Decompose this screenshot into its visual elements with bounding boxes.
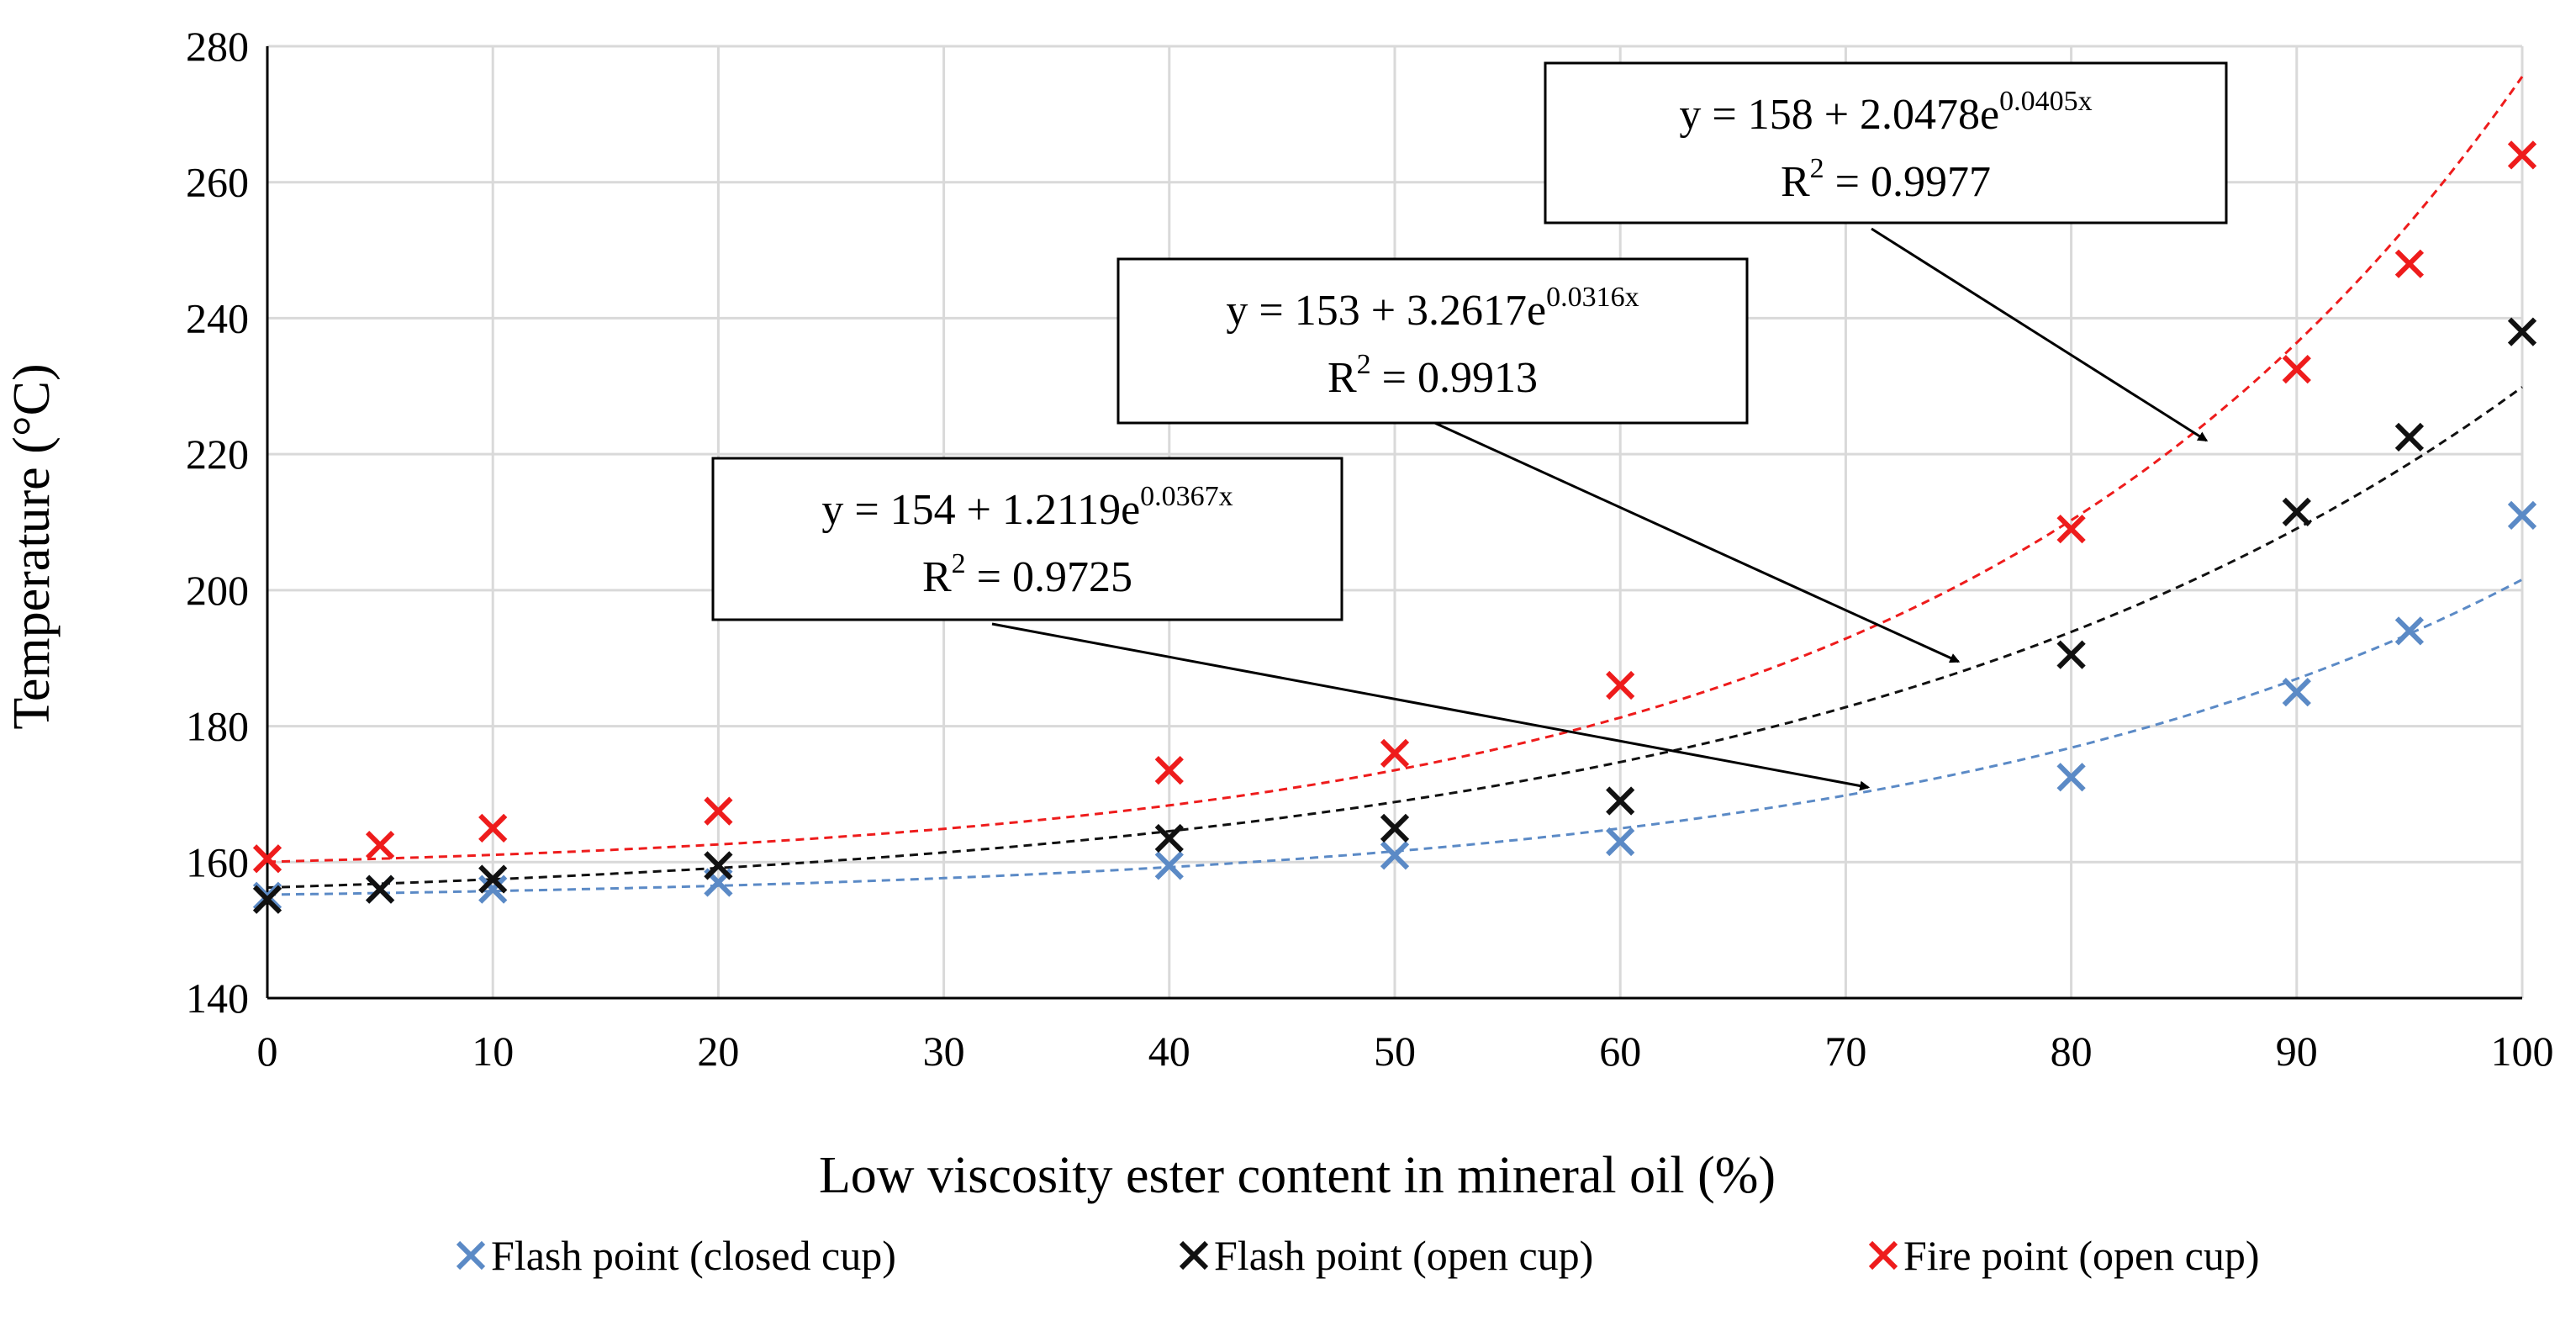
axes [266, 46, 2522, 1000]
x-tick-label: 10 [472, 1028, 514, 1075]
trend-equation: y = 158 + 2.0478e0.0405x [1679, 86, 2092, 139]
annotation-arrow [1428, 419, 1961, 663]
legend-item-2: Fire point (open cup) [1868, 1232, 2260, 1279]
data-point-series-0 [2394, 616, 2425, 646]
data-point-series-0 [1380, 841, 1410, 870]
y-tick-label: 220 [186, 431, 249, 478]
x-tick-label: 20 [697, 1028, 739, 1075]
trendlines [267, 76, 2524, 896]
data-point-series-0 [1154, 851, 1184, 880]
y-tick-label: 200 [186, 567, 249, 614]
data-point-series-0 [2507, 500, 2537, 531]
data-point-series-2 [2056, 514, 2086, 544]
data-point-series-2 [2394, 249, 2425, 278]
data-point-series-0 [2056, 763, 2086, 792]
data-point-series-2 [1154, 756, 1184, 785]
trendline-series-2 [267, 76, 2524, 864]
x-axis-title: Low viscosity ester content in mineral o… [819, 1147, 1776, 1204]
y-tick-label: 140 [186, 975, 249, 1022]
annotation-box-2: y = 154 + 1.2119e0.0367x R2 = 0.9725 [711, 457, 1871, 791]
annotation-frame [711, 457, 1343, 621]
annotation-box-0: y = 158 + 2.0478e0.0405x R2 = 0.9977 [1544, 61, 2228, 442]
annotation-arrow [1871, 227, 2209, 442]
data-point-series-1 [252, 885, 282, 914]
legend-item-0: Flash point (closed cup) [456, 1232, 896, 1279]
x-tick-label: 70 [1824, 1028, 1866, 1075]
data-point-series-1 [2394, 422, 2425, 452]
data-point-series-1 [1154, 823, 1184, 853]
data-point-series-1 [704, 851, 733, 880]
data-point-series-2 [1380, 738, 1410, 769]
data-point-series-2 [478, 813, 508, 843]
x-tick-label: 60 [1599, 1028, 1641, 1075]
data-point-series-1 [365, 875, 395, 904]
legend-label: Flash point (open cup) [1214, 1232, 1593, 1279]
data-point-series-1 [1606, 786, 1635, 816]
y-tick-label: 280 [186, 23, 249, 70]
data-point-series-2 [252, 844, 282, 874]
data-point-series-1 [1380, 813, 1410, 843]
legend-marker [1179, 1240, 1209, 1271]
x-tick-label: 80 [2051, 1028, 2093, 1075]
data-point-series-1 [478, 864, 508, 894]
x-tick-label: 0 [257, 1028, 278, 1075]
data-point-series-0 [1606, 827, 1635, 857]
annotation-arrow [991, 622, 1871, 791]
data-point-series-2 [704, 796, 733, 826]
data-point-series-0 [478, 875, 508, 904]
data-point-series-0 [2282, 678, 2311, 707]
trendline-series-1 [267, 386, 2523, 889]
x-tick-label: 40 [1148, 1028, 1190, 1075]
y-tick-label: 180 [186, 703, 249, 750]
legend-label: Flash point (closed cup) [491, 1232, 896, 1279]
annotation-frame [1544, 61, 2228, 225]
x-tick-label: 30 [923, 1028, 965, 1075]
x-tick-label: 50 [1374, 1028, 1416, 1075]
annotation-frame [1116, 257, 1749, 425]
trend-equation: y = 154 + 1.2119e0.0367x [821, 481, 1233, 534]
y-axis-title: Temperature (°C) [3, 363, 61, 729]
legend-marker [1868, 1240, 1898, 1271]
y-tick-label: 260 [186, 159, 249, 206]
data-point-series-1 [2282, 497, 2311, 526]
data-point-series-2 [365, 830, 395, 860]
x-tick-label: 90 [2276, 1028, 2318, 1075]
legend-item-1: Flash point (open cup) [1179, 1232, 1593, 1279]
data-point-series-1 [2507, 317, 2537, 346]
y-tick-label: 160 [186, 838, 249, 885]
data-points [252, 140, 2537, 914]
trendline-series-0 [267, 578, 2523, 896]
data-point-series-2 [2507, 140, 2537, 170]
trend-equation: y = 153 + 3.2617e0.0316x [1226, 282, 1639, 335]
data-point-series-2 [2282, 354, 2311, 384]
data-point-series-2 [1606, 670, 1635, 700]
data-point-series-1 [2056, 640, 2086, 669]
legend: Flash point (closed cup) Flash point (ope… [456, 1232, 2260, 1279]
legend-label: Fire point (open cup) [1903, 1232, 2260, 1279]
r-squared: R2 = 0.9913 [1328, 349, 1538, 402]
tick-labels: 0 10 20 30 40 50 60 70 80 90 100 140 160 180 200 220 240… [186, 23, 2554, 1075]
r-squared: R2 = 0.9725 [922, 548, 1132, 601]
r-squared: R2 = 0.9977 [1781, 153, 1991, 206]
y-tick-label: 240 [186, 294, 249, 341]
x-tick-label: 100 [2491, 1028, 2554, 1075]
annotation-box-1: y = 153 + 3.2617e0.0316x R2 = 0.9913 [1116, 257, 1961, 663]
legend-marker [456, 1240, 486, 1271]
